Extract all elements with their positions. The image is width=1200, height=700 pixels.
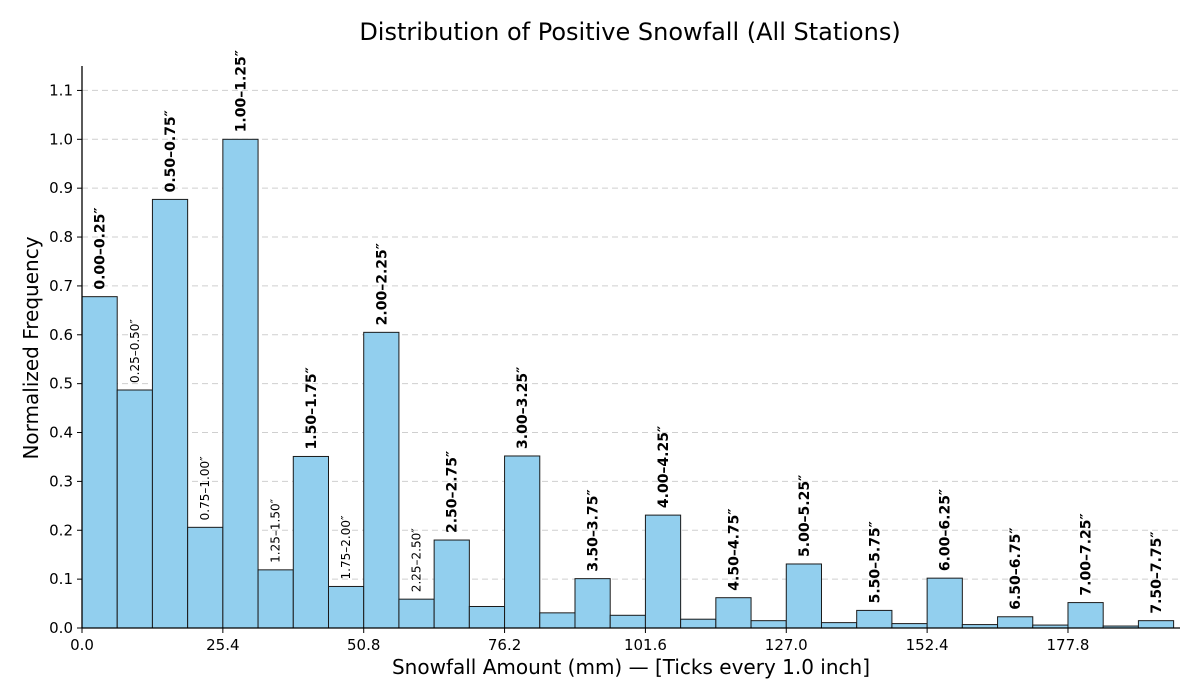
y-tick-label-1: 0.1 xyxy=(49,570,73,588)
bar-label-3: 0.75–1.00″ xyxy=(198,456,212,520)
bar-13 xyxy=(539,612,576,629)
y-tick-label-9: 0.9 xyxy=(49,179,73,197)
bar-24 xyxy=(926,577,963,629)
bar-label-22: 5.50–5.75″ xyxy=(867,521,883,603)
bar-30 xyxy=(1137,620,1175,629)
x-tick-label-0: 0.0 xyxy=(70,636,94,654)
bar-label-1: 0.25–0.50″ xyxy=(128,319,142,383)
x-tick-label-4: 101.6 xyxy=(624,636,667,654)
bar-6 xyxy=(292,455,329,629)
x-axis-ticks: 0.0 25.4 50.8 76.2 101.6 127.0 152.4 177.8 xyxy=(70,628,1089,654)
y-tick-label-3: 0.3 xyxy=(49,472,73,490)
y-axis-label: Normalized Frequency xyxy=(19,236,43,459)
y-tick-label-5: 0.5 xyxy=(49,375,73,393)
bar-label-5: 1.25–1.50″ xyxy=(269,498,283,562)
bar-15 xyxy=(609,614,646,629)
axes xyxy=(81,66,1180,629)
bar-14 xyxy=(574,578,611,629)
bars xyxy=(81,138,1175,629)
bar-label-26: 6.50–6.75″ xyxy=(1008,527,1024,609)
bar-4 xyxy=(222,138,259,629)
x-tick-label-2: 50.8 xyxy=(347,636,380,654)
gridlines xyxy=(82,89,1180,580)
bar-labels: 0.00–0.25″ 0.25–0.50″ 0.50–0.75″ 0.75–1.00″… xyxy=(93,50,1165,614)
y-tick-label-0: 0.0 xyxy=(49,619,73,637)
bar-22 xyxy=(856,609,893,629)
y-tick-label-8: 0.8 xyxy=(49,228,73,246)
bar-16 xyxy=(644,514,682,629)
y-tick-label-7: 0.7 xyxy=(49,277,73,295)
bar-label-6: 1.50–1.75″ xyxy=(304,367,320,449)
y-tick-label-6: 0.6 xyxy=(49,326,73,344)
bar-5 xyxy=(257,569,294,629)
bar-label-12: 3.00–3.25″ xyxy=(515,367,531,449)
y-tick-label-4: 0.4 xyxy=(49,424,73,442)
bar-10 xyxy=(433,539,470,629)
bar-label-16: 4.00–4.25″ xyxy=(656,426,672,508)
bar-label-0: 0.00–0.25″ xyxy=(93,207,109,289)
bar-label-9: 2.25–2.50″ xyxy=(410,528,424,592)
x-tick-label-3: 76.2 xyxy=(488,636,521,654)
bar-label-4: 1.00–1.25″ xyxy=(233,50,249,132)
bar-28 xyxy=(1067,602,1104,629)
bar-label-24: 6.00–6.25″ xyxy=(938,489,954,571)
bar-label-2: 0.50–0.75″ xyxy=(163,110,179,192)
bar-label-8: 2.00–2.25″ xyxy=(374,243,390,325)
y-axis-ticks: 0.0 0.1 0.2 0.3 0.4 0.5 0.6 0.7 0.8 0.9 1.0 1.1 xyxy=(49,81,82,637)
x-tick-label-6: 152.4 xyxy=(906,636,949,654)
bar-11 xyxy=(468,605,506,629)
bar-label-30: 7.50–7.75″ xyxy=(1149,531,1165,613)
bar-2 xyxy=(151,198,189,629)
bar-7 xyxy=(327,585,365,629)
y-tick-label-2: 0.2 xyxy=(49,521,73,539)
bar-label-7: 1.75–2.00″ xyxy=(339,515,353,579)
bar-label-18: 4.50–4.75″ xyxy=(726,508,742,590)
x-tick-label-7: 177.8 xyxy=(1047,636,1090,654)
y-tick-label-10: 1.0 xyxy=(49,130,73,148)
bar-21 xyxy=(820,622,858,629)
bar-label-28: 7.00–7.25″ xyxy=(1079,513,1095,595)
bar-20 xyxy=(785,563,822,629)
y-tick-label-11: 1.1 xyxy=(49,81,73,99)
x-axis-label: Snowfall Amount (mm) — [Ticks every 1.0 … xyxy=(392,655,870,679)
bar-label-20: 5.00–5.25″ xyxy=(797,475,813,557)
bar-label-10: 2.50–2.75″ xyxy=(445,451,461,533)
bar-8 xyxy=(363,331,400,629)
x-tick-label-5: 127.0 xyxy=(765,636,808,654)
chart-title: Distribution of Positive Snowfall (All S… xyxy=(359,18,900,46)
bar-1 xyxy=(116,389,153,629)
bar-26 xyxy=(997,616,1034,629)
bar-label-14: 3.50–3.75″ xyxy=(586,489,602,571)
bar-0 xyxy=(81,296,118,629)
bar-17 xyxy=(680,618,717,629)
bar-19 xyxy=(750,620,787,629)
x-tick-label-1: 25.4 xyxy=(206,636,239,654)
bar-9 xyxy=(398,598,435,629)
bar-18 xyxy=(715,597,752,629)
bar-12 xyxy=(504,455,541,629)
bar-3 xyxy=(187,526,224,629)
bar-23 xyxy=(891,623,928,629)
